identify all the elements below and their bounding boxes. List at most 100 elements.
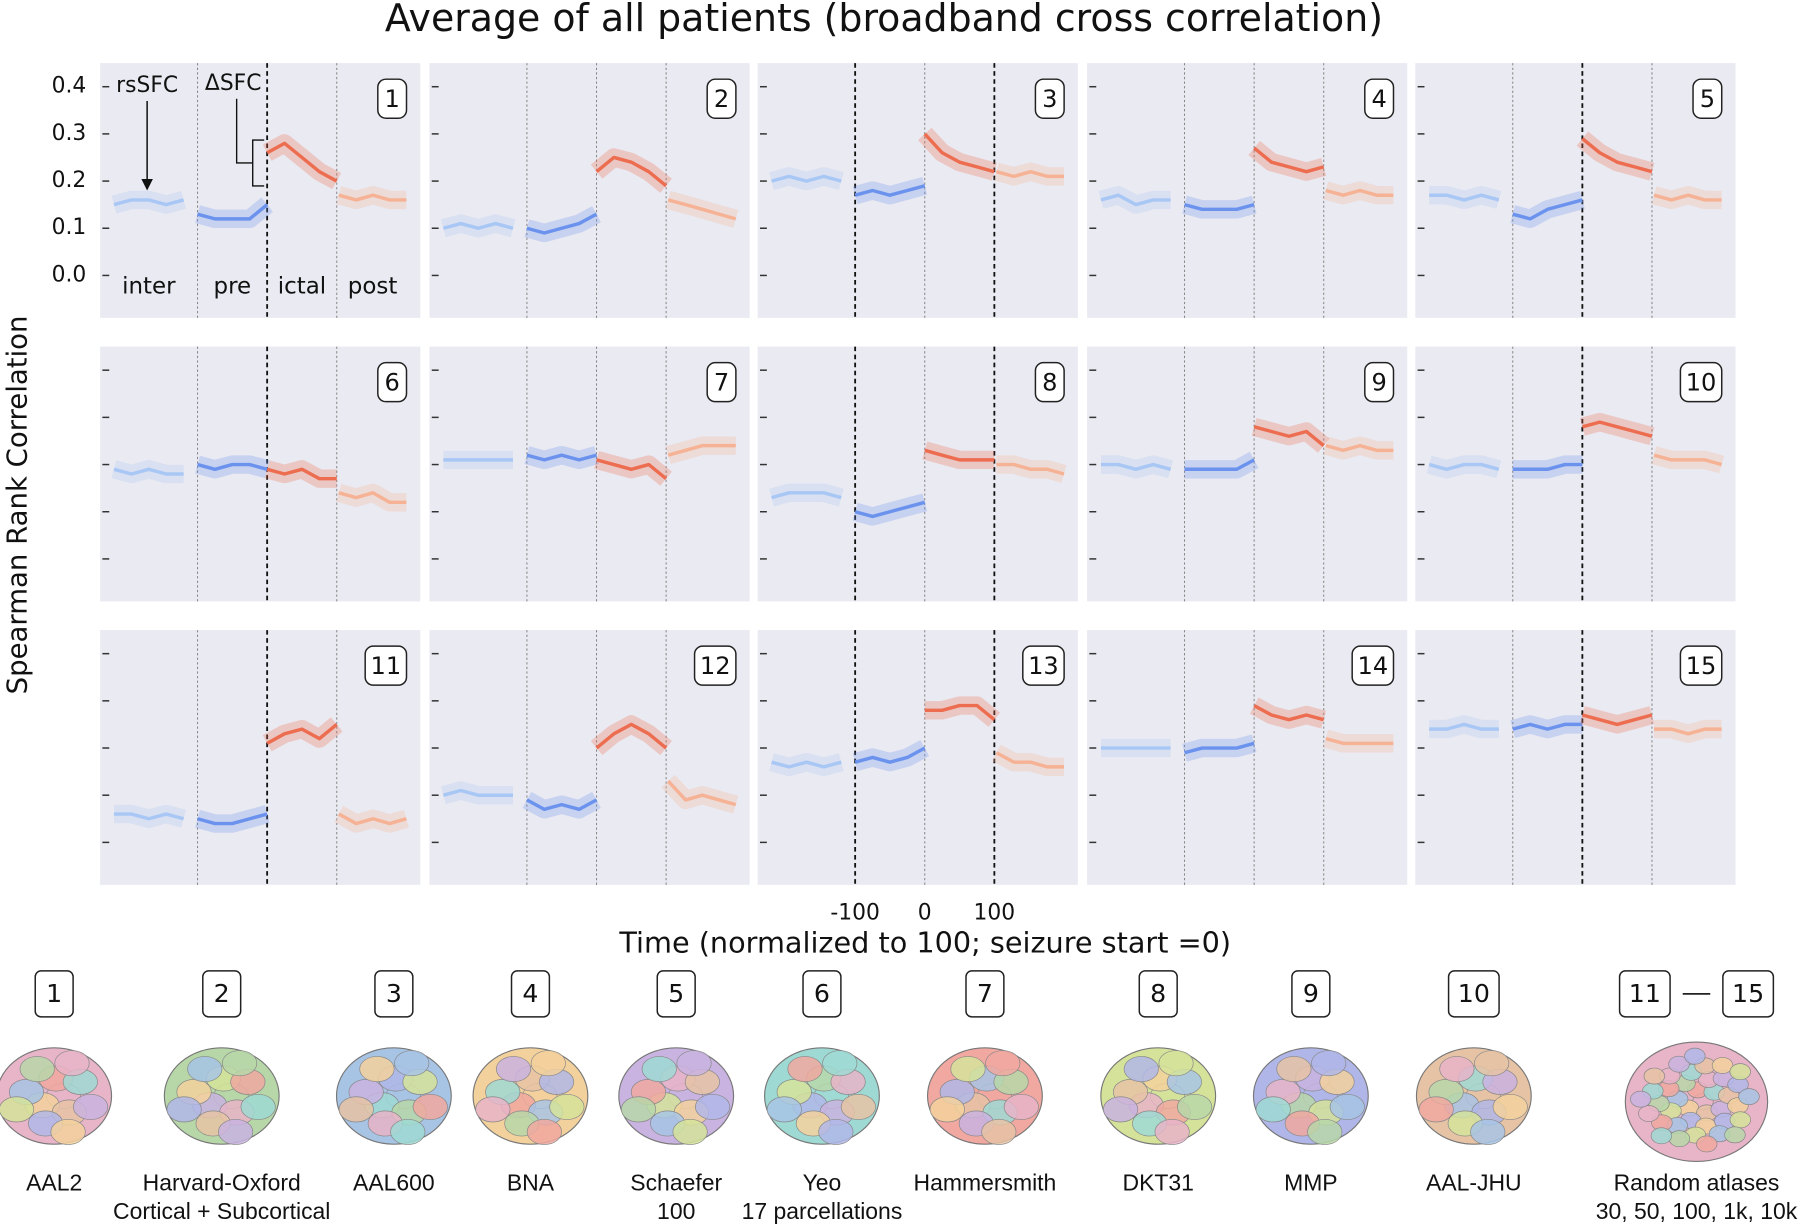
panel-number: 13	[1028, 652, 1059, 680]
panel-number-box	[706, 78, 737, 119]
panel-number: 4	[1371, 85, 1386, 113]
trace	[995, 751, 1065, 769]
trace	[1512, 722, 1583, 731]
x-tick-label: 0	[918, 901, 932, 926]
panel-number: 15	[1686, 652, 1717, 680]
atlas-name: Schaefer	[630, 1169, 722, 1195]
trace	[667, 198, 737, 221]
trace	[666, 779, 737, 807]
atlas-number: 10	[1458, 979, 1490, 1008]
atlas-name: MMP	[1284, 1169, 1338, 1195]
panel-number: 7	[714, 368, 729, 396]
atlas-number-box	[34, 970, 74, 1018]
atlas-number: 11	[1629, 979, 1661, 1008]
trace	[197, 462, 268, 472]
brain-region	[73, 1093, 109, 1120]
atlas-number: 6	[814, 979, 830, 1008]
trace	[1325, 736, 1394, 746]
atlas-number: 7	[977, 979, 993, 1008]
brain-region	[1738, 1088, 1760, 1106]
brain-region	[240, 1093, 276, 1120]
brain-region	[985, 1050, 1021, 1077]
brain-region	[787, 1056, 823, 1083]
annotation-bracket	[235, 98, 265, 187]
brain-icon	[163, 1047, 280, 1145]
y-tick-label: 0.3	[52, 121, 87, 146]
brain-region	[50, 1118, 86, 1145]
trace	[338, 193, 407, 202]
trace	[595, 155, 668, 188]
brain-region	[1103, 1096, 1139, 1123]
atlas-number-box	[510, 970, 551, 1018]
brain-region	[1158, 1050, 1194, 1077]
panel-number-box	[364, 645, 408, 686]
trace	[442, 221, 514, 230]
brain-region	[676, 1050, 712, 1077]
brain-region	[1630, 1090, 1652, 1108]
panel-number: 9	[1371, 368, 1386, 396]
panel-number-box	[1022, 645, 1065, 686]
panel-number: 6	[384, 368, 399, 396]
trace	[266, 467, 337, 481]
trace	[526, 212, 598, 235]
panel-background	[757, 346, 1078, 602]
trace	[338, 491, 407, 505]
brain-region	[412, 1093, 448, 1120]
brain-region	[1474, 1050, 1510, 1077]
y-tick-label: 0.4	[52, 74, 87, 99]
brain-region	[1276, 1056, 1312, 1083]
brain-icon	[335, 1047, 452, 1145]
trace	[1184, 741, 1255, 755]
atlas-number: 4	[522, 979, 538, 1008]
atlas-number-box	[656, 970, 696, 1018]
trace	[266, 141, 338, 183]
brain-region	[1311, 1050, 1347, 1077]
atlas-number-box	[965, 970, 1005, 1018]
brain-region	[218, 1118, 254, 1145]
brain-region	[1729, 1111, 1752, 1129]
y-tick-label: 0.1	[52, 215, 87, 240]
panel-background	[100, 63, 421, 318]
panel-number-box	[1034, 78, 1065, 119]
trace	[771, 760, 842, 769]
atlas-number-box	[1618, 970, 1671, 1018]
trace	[771, 491, 842, 500]
y-tick-label: 0.2	[52, 168, 87, 193]
brain-region	[1154, 1118, 1190, 1145]
brain-region	[475, 1096, 511, 1123]
trace	[771, 174, 842, 183]
trace	[1184, 458, 1255, 472]
panel-number: 14	[1358, 652, 1389, 680]
panel-background	[100, 346, 421, 602]
brain-icon	[764, 1047, 880, 1145]
brain-region	[1003, 1093, 1039, 1120]
brain-region	[1492, 1093, 1528, 1120]
brain-region	[1307, 1118, 1343, 1145]
atlas-number: 5	[668, 979, 684, 1008]
brain-region	[221, 1050, 258, 1077]
brain-region	[929, 1096, 965, 1123]
trace	[1325, 443, 1394, 453]
brain-region	[359, 1056, 395, 1083]
atlas-name: 100	[657, 1198, 695, 1224]
panel-number-box	[706, 361, 737, 403]
brain-region	[338, 1096, 374, 1123]
panel-number: 2	[714, 85, 729, 113]
brain-region	[1643, 1067, 1665, 1085]
trace	[113, 812, 185, 821]
atlas-name: Yeo	[803, 1169, 842, 1195]
trace	[1184, 202, 1255, 212]
segment-label: ictal	[278, 273, 326, 299]
atlas-number: 1	[46, 979, 62, 1008]
trace	[1512, 462, 1583, 472]
atlas-number: 3	[386, 979, 402, 1008]
y-tick-label: 0.0	[52, 262, 87, 287]
brain-icon	[1100, 1047, 1217, 1145]
x-axis-label: Time (normalized to 100; seizure start =…	[618, 926, 1231, 960]
trace	[1429, 193, 1500, 202]
panel-number: 10	[1686, 368, 1717, 396]
trace	[854, 746, 926, 764]
brain-region	[766, 1096, 802, 1123]
brain-region	[641, 1056, 677, 1083]
